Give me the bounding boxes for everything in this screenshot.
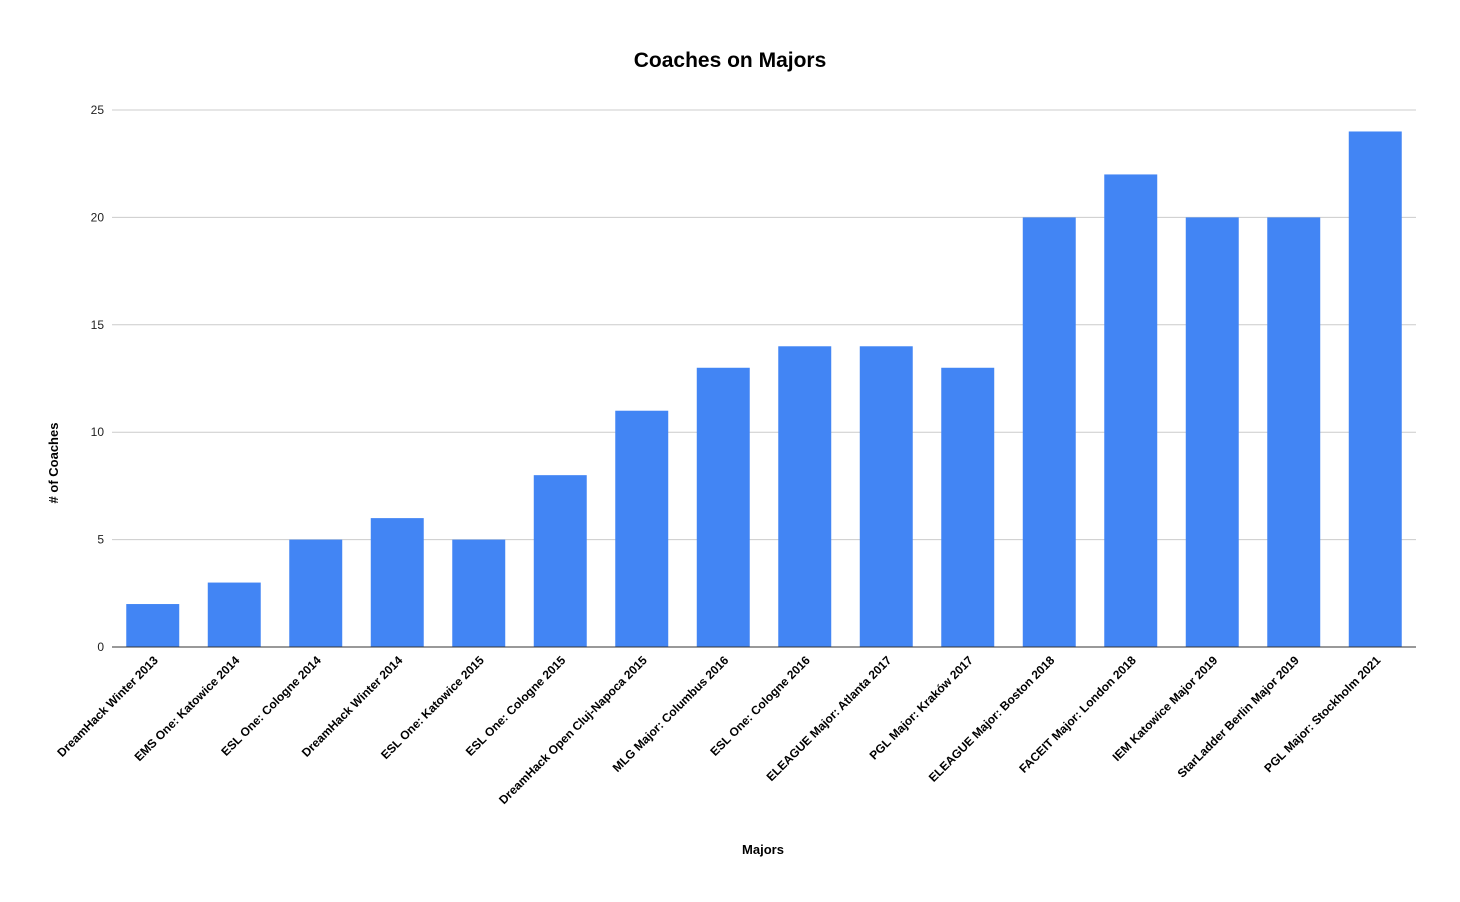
y-tick-label: 15 bbox=[91, 318, 105, 332]
chart-title: Coaches on Majors bbox=[634, 49, 827, 72]
y-axis-title: # of Coaches bbox=[46, 423, 61, 504]
y-tick-label: 10 bbox=[91, 425, 105, 439]
x-axis-title: Majors bbox=[742, 842, 784, 857]
y-tick-label: 25 bbox=[91, 103, 105, 117]
x-tick-label: DreamHack Open Cluj-Napoca 2015 bbox=[496, 653, 650, 807]
y-tick-label: 0 bbox=[97, 640, 104, 654]
bars bbox=[126, 131, 1402, 648]
bar bbox=[1185, 217, 1239, 647]
y-tick-label: 20 bbox=[91, 210, 105, 224]
bar bbox=[126, 604, 180, 647]
bar bbox=[615, 410, 669, 647]
bar bbox=[452, 539, 506, 647]
y-axis-ticks: 0 5 10 15 20 25 bbox=[91, 103, 105, 654]
bar bbox=[859, 346, 913, 647]
y-tick-label: 5 bbox=[97, 533, 104, 547]
bar bbox=[533, 475, 587, 647]
bar bbox=[1267, 217, 1321, 647]
bar bbox=[778, 346, 832, 647]
bar bbox=[941, 367, 995, 647]
bar bbox=[1104, 174, 1158, 647]
bar bbox=[1022, 217, 1076, 647]
bar bbox=[289, 539, 343, 647]
bar bbox=[1348, 131, 1402, 648]
bar bbox=[207, 582, 261, 647]
bar bbox=[696, 367, 750, 647]
bar bbox=[370, 518, 424, 647]
